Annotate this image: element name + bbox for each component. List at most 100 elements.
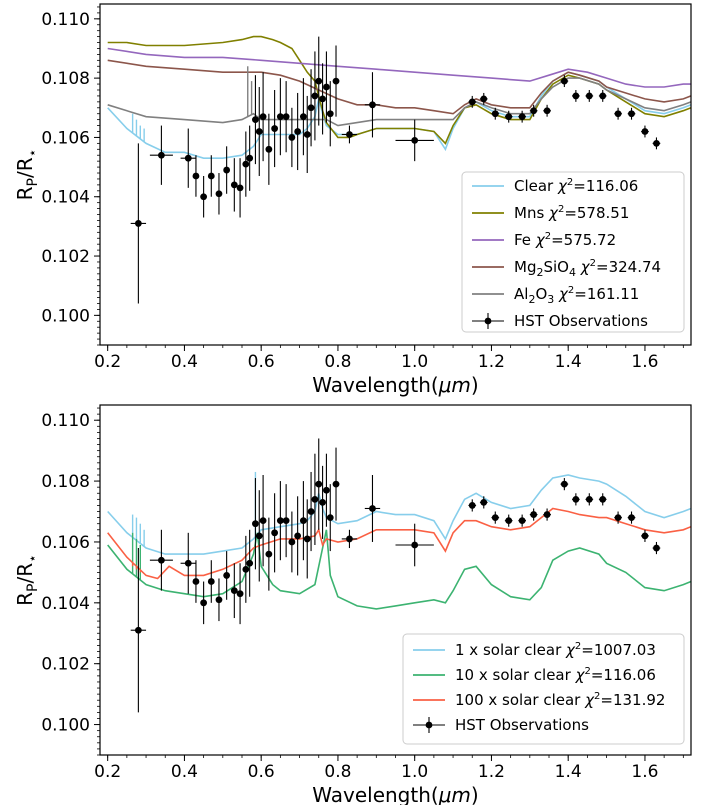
y-tick-label: 0.106 <box>41 128 90 148</box>
observation-point <box>230 158 238 212</box>
observation-marker <box>530 511 538 518</box>
observation-marker <box>599 495 607 503</box>
y-tick-label: 0.104 <box>41 188 90 208</box>
observation-point <box>307 69 315 147</box>
observation-marker <box>288 134 296 141</box>
x-tick-label: 1.4 <box>555 762 582 782</box>
observation-marker <box>346 535 353 543</box>
observation-marker <box>184 154 192 162</box>
observation-point <box>200 581 208 625</box>
observation-point <box>252 75 259 165</box>
observation-point <box>614 511 622 524</box>
observation-point <box>215 173 223 215</box>
observation-marker <box>560 480 568 488</box>
observation-point <box>323 453 330 527</box>
legend-label: HST Observations <box>514 312 648 330</box>
observation-point <box>230 563 238 619</box>
observation-point <box>641 125 649 138</box>
observation-marker <box>332 480 340 488</box>
x-tick-label: 1.6 <box>631 352 658 372</box>
observation-point <box>598 89 607 102</box>
observation-point <box>504 110 513 123</box>
observation-point <box>299 481 307 561</box>
observation-marker <box>252 520 259 528</box>
observation-marker <box>505 113 513 121</box>
observation-marker <box>255 532 263 540</box>
observation-point <box>282 484 290 558</box>
x-tick-label: 0.6 <box>248 352 275 372</box>
observation-point <box>364 72 381 138</box>
series-line <box>107 507 691 580</box>
legend-entry: Mg2SiO4 χ2=324.74 <box>472 258 661 279</box>
observation-marker <box>614 514 622 522</box>
observation-point <box>585 493 594 506</box>
x-tick-label: 0.2 <box>94 352 121 372</box>
observation-point <box>215 578 223 622</box>
observation-marker <box>585 495 593 503</box>
observation-point <box>652 541 661 555</box>
observation-point <box>265 113 273 185</box>
series-line <box>107 59 691 115</box>
x-tick-label: 1.6 <box>631 762 658 782</box>
observation-marker <box>468 502 476 509</box>
series-10-x-solar-clear <box>107 529 691 610</box>
observation-marker <box>311 495 319 503</box>
observation-marker <box>572 92 580 100</box>
observation-marker <box>184 559 192 567</box>
observation-point <box>627 511 636 524</box>
observation-marker <box>294 128 302 135</box>
observation-point <box>315 36 323 126</box>
observation-point <box>180 532 196 594</box>
observation-point <box>265 517 273 591</box>
observation-point <box>259 475 267 567</box>
observation-point <box>236 563 244 625</box>
observation-marker <box>303 131 311 138</box>
legend-entry: Clear χ2=116.06 <box>472 177 638 195</box>
observation-point <box>518 514 526 527</box>
observation-marker <box>223 166 231 174</box>
observation-marker <box>236 184 244 192</box>
observation-marker <box>192 578 200 585</box>
observation-marker <box>282 517 290 525</box>
observation-point <box>468 95 477 108</box>
y-tick-label: 0.100 <box>41 306 90 326</box>
observation-marker <box>628 514 635 522</box>
observation-marker <box>599 92 607 100</box>
legend-entry: HST Observations <box>472 312 648 330</box>
observation-marker <box>192 172 200 180</box>
hst-observations <box>130 438 661 713</box>
series-line <box>107 47 691 88</box>
x-tick-label: 1.4 <box>555 352 582 372</box>
observation-marker <box>282 113 290 121</box>
observation-point <box>130 143 147 304</box>
observation-marker <box>200 599 208 607</box>
observation-marker <box>346 131 353 138</box>
observation-marker <box>518 517 526 525</box>
observation-point <box>585 89 594 102</box>
observation-marker <box>653 544 660 552</box>
y-tick-label: 0.100 <box>41 716 90 736</box>
observation-marker <box>252 116 259 124</box>
observation-point <box>491 107 500 120</box>
plot-area <box>107 35 691 304</box>
observation-point <box>468 499 477 512</box>
legend-marker <box>425 721 433 729</box>
observation-marker <box>230 587 238 595</box>
y-axis: 0.100 0.102 0.104 0.106 0.108 0.110 <box>41 6 100 346</box>
observation-point <box>395 523 434 567</box>
observation-marker <box>530 107 538 115</box>
x-axis: 0.2 0.4 0.6 0.8 1.0 1.2 1.4 1.6 <box>94 755 684 782</box>
x-tick-label: 1.2 <box>478 762 505 782</box>
observation-point <box>652 137 661 150</box>
observation-point <box>315 438 323 530</box>
observation-marker <box>259 113 267 121</box>
observation-marker <box>311 92 319 100</box>
legend-entry: Fe χ2=575.72 <box>472 231 616 249</box>
legend-label: Clear χ2=116.06 <box>514 177 638 195</box>
observation-marker <box>323 83 330 91</box>
observation-point <box>641 529 649 542</box>
series-line <box>107 77 691 127</box>
observation-marker <box>480 498 488 506</box>
observation-point <box>271 89 279 168</box>
observation-point <box>192 560 200 603</box>
